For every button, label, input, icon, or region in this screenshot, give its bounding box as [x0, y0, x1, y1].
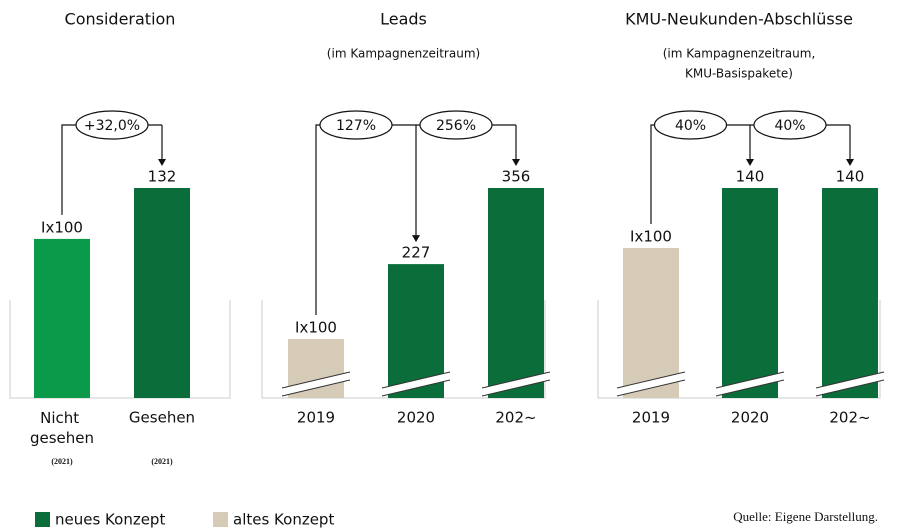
arrow-head — [412, 235, 420, 243]
bar — [488, 188, 544, 398]
bar — [623, 248, 679, 398]
x-tick-label: 202~ — [495, 409, 536, 427]
panel-title: Leads — [380, 10, 427, 29]
legend-label: neues Konzept — [55, 511, 165, 529]
axis-break-line — [815, 371, 885, 389]
axis-break — [282, 372, 350, 396]
annotation: 40% — [774, 118, 805, 134]
annotation: 127% — [336, 118, 376, 134]
axis-break-line — [715, 371, 785, 389]
annotation-bubble — [653, 110, 728, 140]
x-tick-label: 2019 — [632, 409, 670, 427]
axis-break-line — [481, 379, 551, 397]
panel-title: Consideration — [65, 10, 176, 29]
annotation: 256% — [436, 118, 476, 134]
category-note: (2021) — [151, 457, 173, 466]
axis-break — [816, 372, 884, 396]
arrow-head — [512, 159, 520, 166]
value-label: 356 — [502, 168, 531, 186]
axis-break-line — [616, 371, 686, 389]
category-note: (2021) — [51, 457, 73, 466]
value-label: Ix100 — [295, 319, 337, 337]
panel-subtitle: KMU-Basispakete) — [685, 67, 793, 81]
axis-break — [716, 372, 784, 396]
value-label: 140 — [836, 168, 865, 186]
arrow-head — [846, 159, 854, 166]
arrow-head — [746, 159, 754, 166]
axis-break-line — [381, 379, 451, 397]
legend-swatch — [213, 512, 228, 527]
annotation-bubble — [319, 110, 393, 140]
value-label: Ix100 — [41, 218, 83, 236]
annotation-bubble — [75, 110, 149, 140]
axis-break-line — [815, 379, 885, 397]
axis-break — [617, 372, 685, 396]
axis-break-line — [481, 371, 551, 389]
panel-title: KMU-Neukunden-Abschlüsse — [625, 10, 853, 29]
arrow-head — [158, 159, 166, 166]
value-label: 132 — [148, 168, 177, 186]
x-tick-label: Gesehen — [129, 409, 195, 427]
axis-break-line — [281, 379, 351, 397]
axis-break-line — [616, 379, 686, 397]
annotation-bubble — [753, 110, 827, 140]
panel-subtitle: (im Kampagnenzeitraum, — [663, 47, 816, 61]
annotation-bubble — [419, 110, 493, 140]
bar — [134, 188, 190, 398]
x-tick-label: 2020 — [731, 409, 769, 427]
axis-break — [482, 372, 550, 396]
axis-break-line — [381, 371, 451, 389]
panel-frame — [9, 300, 231, 399]
bar — [822, 188, 878, 398]
bar — [722, 188, 778, 398]
axis-break-line — [715, 379, 785, 397]
value-label: Ix100 — [630, 228, 672, 246]
source: Quelle: Eigene Darstellung. — [733, 509, 878, 524]
x-tick-label: 2020 — [397, 409, 435, 427]
x-tick-label: 2019 — [297, 409, 335, 427]
legend-swatch — [35, 512, 50, 527]
x-tick-label: 202~ — [829, 409, 870, 427]
annotation: +32,0% — [84, 118, 140, 134]
axis-break — [382, 372, 450, 396]
bar — [34, 238, 90, 398]
annotation: 40% — [675, 118, 706, 134]
value-label: 140 — [736, 168, 765, 186]
value-label: 227 — [402, 244, 431, 262]
x-tick-label: Nicht gesehen — [30, 409, 94, 447]
panel-subtitle: (im Kampagnenzeitraum) — [327, 47, 480, 61]
legend-label: altes Konzept — [233, 511, 334, 529]
axis-break-line — [281, 371, 351, 389]
